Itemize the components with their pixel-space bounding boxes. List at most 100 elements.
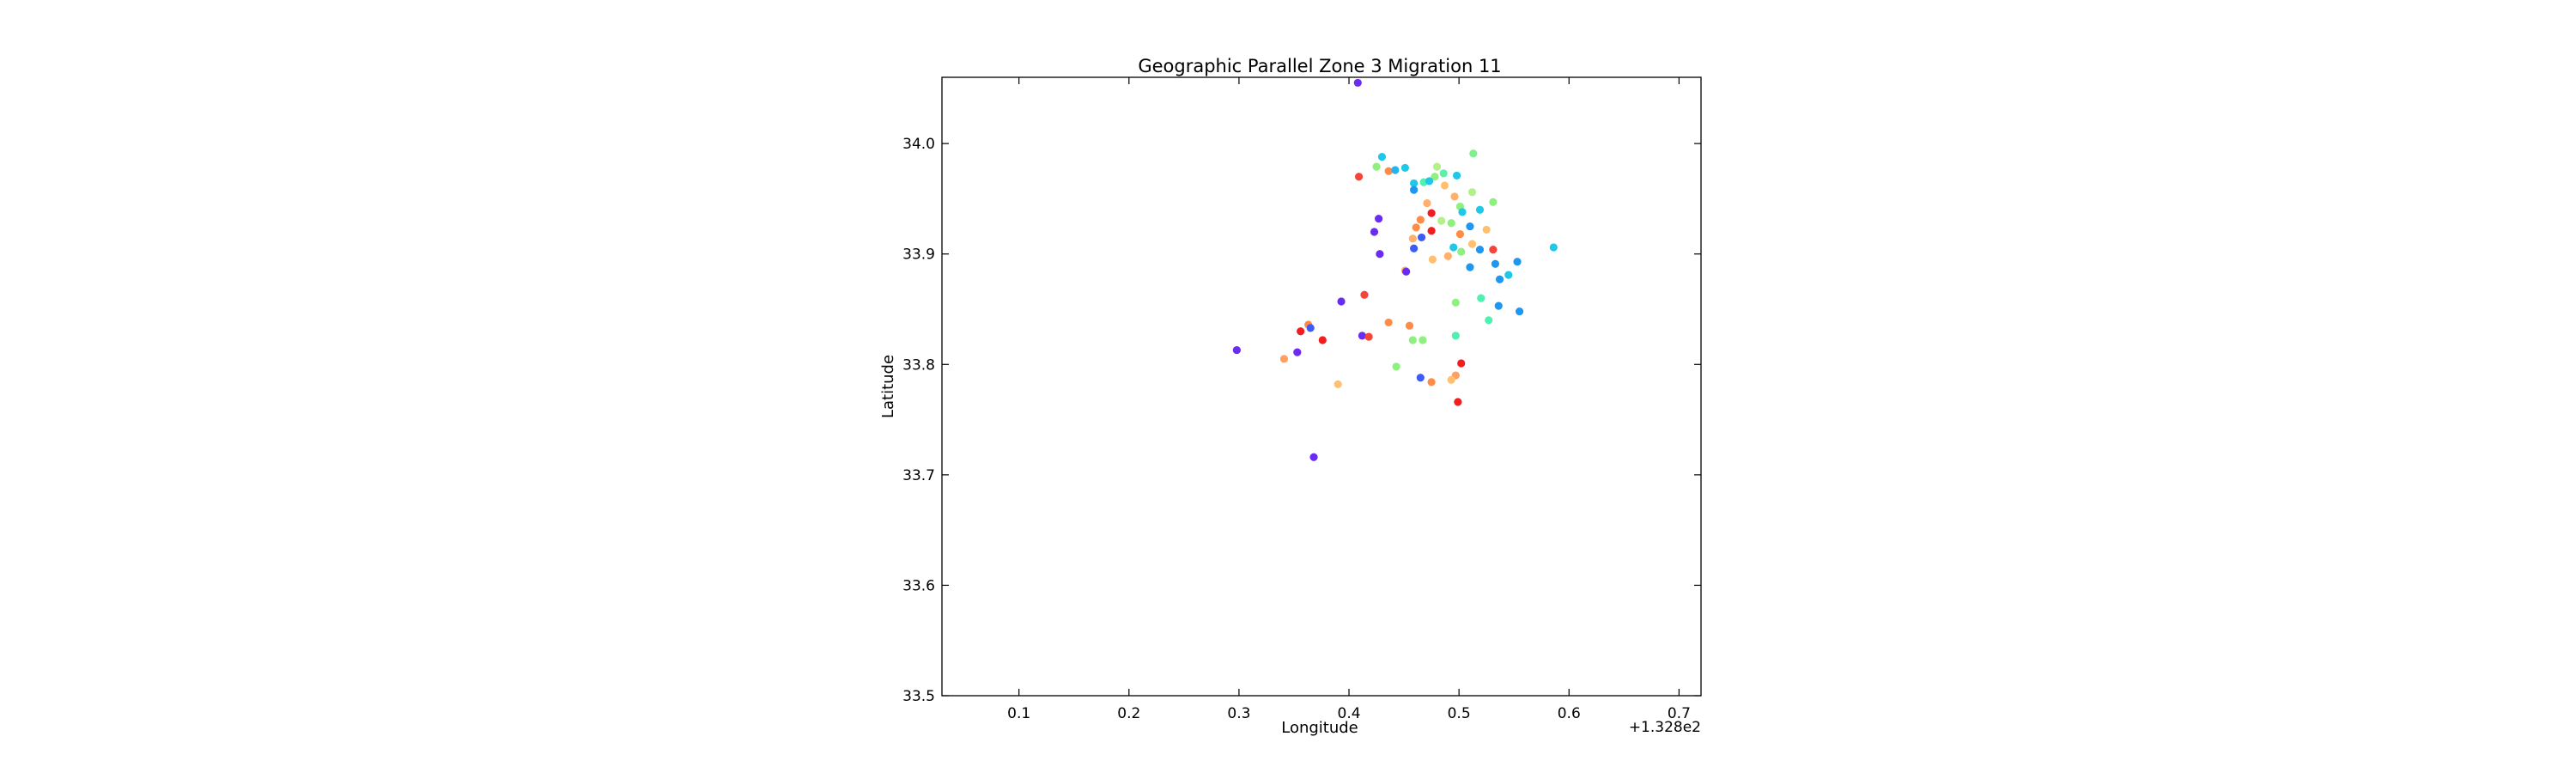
- y-tick-label: 34.0: [902, 136, 935, 153]
- data-point: [1293, 348, 1302, 356]
- data-point: [1370, 228, 1379, 236]
- data-point: [1431, 173, 1439, 181]
- data-point: [1410, 244, 1419, 253]
- data-point: [1309, 453, 1318, 461]
- y-tick-label: 33.8: [902, 356, 935, 374]
- data-point: [1425, 177, 1434, 186]
- data-point: [1427, 378, 1436, 386]
- data-point: [1427, 227, 1436, 235]
- x-tick-label: 0.7: [1668, 705, 1691, 722]
- data-point: [1440, 181, 1449, 190]
- data-point: [1384, 318, 1393, 327]
- data-point: [1402, 267, 1411, 276]
- x-tick-label: 0.4: [1338, 705, 1361, 722]
- data-point: [1416, 374, 1425, 382]
- data-point: [1458, 208, 1467, 216]
- data-point: [1485, 316, 1493, 325]
- data-point: [1392, 362, 1400, 371]
- data-point: [1376, 250, 1384, 259]
- y-tick-label: 33.5: [902, 688, 935, 705]
- data-point: [1467, 188, 1477, 197]
- data-point: [1405, 321, 1414, 330]
- data-point: [1364, 332, 1373, 341]
- y-axis: 33.5 33.6 33.7 33.8 33.9 34.0: [902, 136, 1701, 705]
- data-point: [1451, 332, 1460, 340]
- x-axis: 0.1 0.2 0.3 0.4 0.5 0.6 0.7: [1007, 77, 1691, 722]
- data-point: [1454, 398, 1462, 406]
- x-tick-label: 0.1: [1007, 705, 1030, 722]
- data-point: [1408, 234, 1417, 243]
- data-point: [1423, 198, 1431, 208]
- data-point: [1482, 225, 1491, 234]
- data-point: [1412, 223, 1420, 232]
- data-point: [1455, 229, 1465, 239]
- data-point: [1457, 359, 1466, 368]
- data-point: [1495, 275, 1504, 283]
- data-point: [1360, 290, 1369, 299]
- data-point: [1437, 216, 1446, 225]
- data-point: [1477, 294, 1485, 302]
- data-point: [1447, 219, 1455, 228]
- chart-title: Geographic Parallel Zone 3 Migration 11: [1138, 56, 1501, 76]
- x-tick-label: 0.6: [1558, 705, 1581, 722]
- data-point: [1377, 152, 1387, 161]
- data-point: [1408, 336, 1417, 344]
- data-point: [1384, 167, 1393, 175]
- x-axis-label: Longitude: [1281, 719, 1358, 737]
- data-point: [1419, 336, 1427, 344]
- data-point: [1306, 324, 1315, 332]
- x-tick-label: 0.2: [1117, 705, 1140, 722]
- data-point: [1450, 192, 1459, 201]
- data-point: [1475, 245, 1485, 254]
- data-point: [1334, 380, 1342, 389]
- data-point: [1439, 169, 1448, 178]
- data-point: [1475, 205, 1485, 214]
- data-point: [1466, 222, 1474, 231]
- data-points: [1232, 78, 1558, 461]
- data-point: [1428, 255, 1437, 264]
- data-point: [1432, 162, 1442, 171]
- data-point: [1469, 149, 1478, 158]
- y-tick-label: 33.6: [902, 577, 935, 594]
- data-point: [1513, 258, 1522, 266]
- data-point: [1427, 209, 1436, 217]
- data-point: [1452, 171, 1461, 180]
- data-point: [1494, 301, 1503, 310]
- data-point: [1491, 259, 1500, 268]
- data-point: [1279, 355, 1289, 363]
- x-tick-label: 0.3: [1227, 705, 1250, 722]
- data-point: [1297, 327, 1305, 336]
- data-point: [1354, 173, 1364, 181]
- plot-area: [941, 76, 1702, 697]
- x-axis-offset-label: +1.328e2: [1629, 719, 1701, 736]
- data-point: [1451, 298, 1460, 307]
- data-point: [1318, 336, 1327, 344]
- data-point: [1375, 214, 1383, 223]
- data-point: [1410, 186, 1419, 194]
- y-tick-label: 33.9: [902, 247, 935, 264]
- data-point: [1516, 307, 1524, 316]
- data-point: [1504, 271, 1513, 279]
- data-point: [1489, 245, 1498, 254]
- data-point: [1457, 247, 1466, 256]
- data-point: [1372, 162, 1381, 171]
- data-point: [1232, 345, 1241, 355]
- y-tick-label: 33.7: [902, 467, 935, 484]
- data-point: [1466, 263, 1474, 271]
- data-point: [1337, 297, 1346, 306]
- x-tick-label: 0.5: [1448, 705, 1471, 722]
- data-point: [1467, 240, 1477, 248]
- data-point: [1489, 198, 1498, 206]
- data-point: [1449, 243, 1458, 252]
- y-axis-label: Latitude: [879, 355, 897, 418]
- data-point: [1400, 163, 1409, 173]
- data-point: [1353, 78, 1362, 88]
- data-point: [1391, 166, 1400, 174]
- data-point: [1358, 332, 1367, 340]
- data-point: [1410, 179, 1419, 188]
- data-point: [1549, 243, 1558, 252]
- data-point: [1447, 375, 1455, 384]
- data-point: [1417, 233, 1426, 242]
- data-point: [1443, 252, 1452, 260]
